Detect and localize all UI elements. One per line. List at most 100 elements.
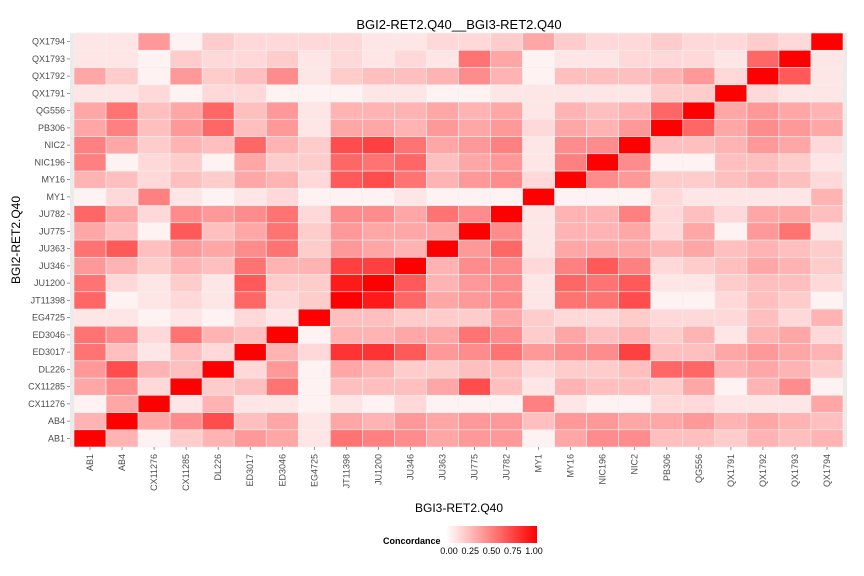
heatmap-cell [426, 101, 459, 120]
heatmap-cell [810, 136, 844, 155]
heatmap-cell [714, 32, 748, 51]
y-tick-label: JU782 [39, 209, 65, 219]
x-tick-label: NIC196 [598, 454, 608, 485]
heatmap-cell [73, 205, 107, 224]
heatmap-cell [105, 429, 139, 448]
heatmap-cell [618, 325, 652, 344]
heatmap-cell [746, 118, 780, 137]
heatmap-cell [265, 67, 299, 86]
heatmap-cell [137, 429, 171, 448]
heatmap-cell [522, 377, 555, 396]
heatmap-cell [265, 118, 299, 137]
heatmap-cell [201, 136, 235, 155]
heatmap-cell [714, 153, 748, 172]
heatmap-cell [105, 325, 139, 344]
heatmap-cell [714, 256, 748, 275]
heatmap-cell [490, 325, 523, 344]
heatmap-cell [73, 32, 107, 51]
heatmap-cell [362, 67, 395, 86]
heatmap-cell [682, 32, 716, 51]
heatmap-cell [201, 239, 235, 258]
heatmap-cell [297, 274, 331, 293]
heatmap-cell [522, 118, 555, 137]
y-tick-label: PB306 [38, 123, 65, 133]
heatmap-cell [586, 136, 620, 155]
heatmap-cell [233, 412, 267, 431]
heatmap-cell [490, 67, 523, 86]
heatmap-cell [105, 84, 139, 103]
heatmap-cell [778, 377, 812, 396]
heatmap-cell [169, 412, 203, 431]
heatmap-cell [650, 118, 684, 137]
heatmap-cell [233, 377, 267, 396]
heatmap-cell [490, 256, 523, 275]
heatmap-cell [682, 394, 716, 413]
heatmap-cell [330, 429, 363, 448]
legend-tick-label: 0.50 [483, 546, 501, 556]
heatmap-cell [778, 429, 812, 448]
heatmap-cell [105, 360, 139, 379]
heatmap-cell [201, 429, 235, 448]
heatmap-cell [746, 239, 780, 258]
heatmap-cell [297, 170, 331, 189]
heatmap-cell [458, 343, 491, 362]
heatmap-cell [169, 291, 203, 310]
heatmap-cell [714, 343, 748, 362]
y-tick-label: MY1 [46, 192, 65, 202]
heatmap-cell [650, 205, 684, 224]
x-tick-label: QX1792 [758, 454, 768, 487]
heatmap-cell [714, 67, 748, 86]
heatmap-cell [522, 170, 555, 189]
x-tick-labels: AB1 AB4 CX11276 CX11285 DL226 ED3017 ED3046 EG4… [85, 447, 832, 491]
heatmap-cell [586, 118, 620, 137]
legend: Concordance 0.00 0.25 0.50 0.75 1.00 [383, 526, 543, 556]
heatmap-cell [362, 32, 395, 51]
heatmap-cell [201, 84, 235, 103]
heatmap-cell [586, 308, 620, 327]
heatmap-cell [778, 274, 812, 293]
heatmap-cell [426, 222, 459, 241]
heatmap-cell [810, 101, 844, 120]
heatmap-cell [297, 377, 331, 396]
heatmap-cell [137, 343, 171, 362]
heatmap-cell [265, 308, 299, 327]
heatmap-cell [714, 187, 748, 206]
heatmap-cell [714, 429, 748, 448]
x-tick-label: JU1200 [373, 454, 383, 485]
heatmap-cell [586, 412, 620, 431]
heatmap-cell [233, 32, 267, 51]
heatmap-cell [330, 274, 363, 293]
heatmap-cell [650, 325, 684, 344]
heatmap-cell [586, 205, 620, 224]
heatmap-cell [458, 377, 491, 396]
heatmap-cell [810, 222, 844, 241]
heatmap-cell [746, 153, 780, 172]
heatmap-cell [682, 84, 716, 103]
heatmap-cell [778, 205, 812, 224]
heatmap-cell [330, 308, 363, 327]
heatmap-cell [297, 222, 331, 241]
heatmap-cell [137, 291, 171, 310]
heatmap-cell [490, 49, 523, 68]
heatmap-cell [650, 274, 684, 293]
heatmap-cell [650, 360, 684, 379]
heatmap-cell [169, 308, 203, 327]
heatmap-cell [522, 187, 555, 206]
heatmap-cell [778, 291, 812, 310]
heatmap-cell [233, 222, 267, 241]
heatmap-cell [426, 205, 459, 224]
heatmap-cell [137, 360, 171, 379]
x-tick-label: QX1791 [726, 454, 736, 487]
heatmap-cell [426, 67, 459, 86]
heatmap-cell [137, 325, 171, 344]
heatmap-cell [201, 49, 235, 68]
x-tick-label: EG4725 [309, 454, 319, 487]
heatmap-cell [394, 394, 427, 413]
heatmap-cell [554, 49, 587, 68]
heatmap-cell [201, 153, 235, 172]
heatmap-cell [426, 291, 459, 310]
heatmap-cell [394, 308, 427, 327]
heatmap-cell [810, 118, 844, 137]
heatmap-cell [490, 205, 523, 224]
heatmap-cell [330, 101, 363, 120]
